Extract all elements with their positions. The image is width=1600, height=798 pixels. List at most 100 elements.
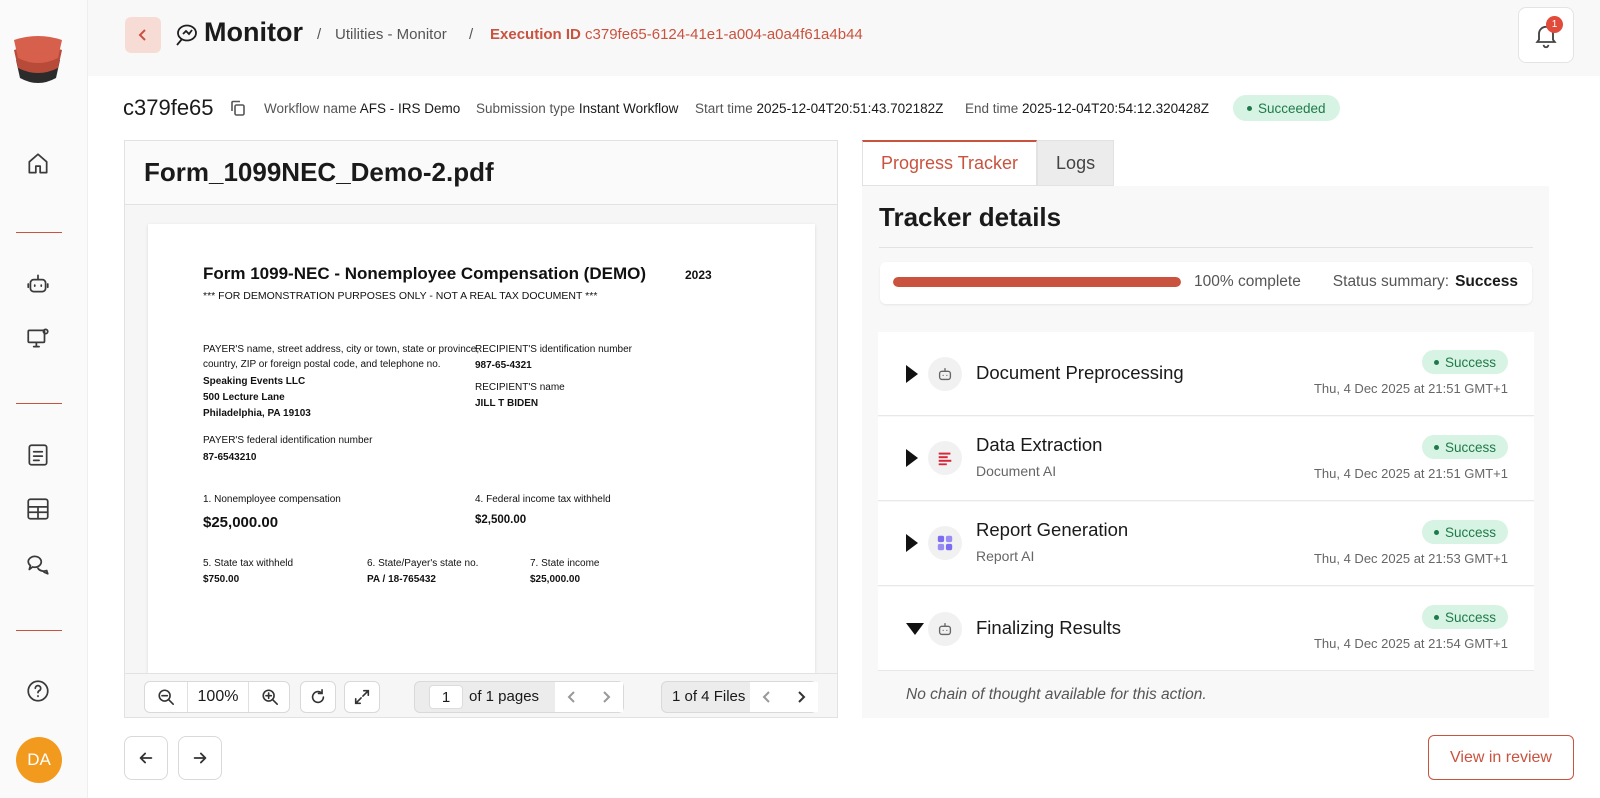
file-navigator: 1 of 4 Files: [661, 681, 818, 713]
next-button[interactable]: [178, 736, 222, 780]
box4-value: $2,500.00: [475, 514, 527, 526]
avatar[interactable]: DA: [16, 737, 62, 783]
fullscreen-button[interactable]: [344, 681, 380, 713]
status-badge: Succeeded: [1233, 95, 1340, 121]
tab-progress-tracker[interactable]: Progress Tracker: [862, 140, 1038, 186]
app-logo[interactable]: [10, 30, 66, 88]
back-button[interactable]: [125, 17, 161, 53]
workflow-name-label: Workflow name: [264, 101, 357, 116]
status-summary-value: Success: [1455, 273, 1518, 290]
tracker-step-finalizing-results[interactable]: Finalizing Results Success Thu, 4 Dec 20…: [878, 587, 1534, 671]
start-time-label: Start time: [695, 101, 753, 116]
home-icon[interactable]: [22, 148, 54, 180]
breadcrumb-separator: /: [469, 26, 474, 43]
tracker-step-report-generation[interactable]: Report Generation Report AI Success Thu,…: [878, 502, 1534, 586]
page-title: Monitor: [204, 17, 303, 47]
bot-icon[interactable]: [22, 268, 54, 300]
bot-icon: [928, 357, 962, 391]
step-status-badge: Success: [1421, 350, 1508, 374]
chat-icon[interactable]: [22, 548, 54, 580]
breadcrumb-separator: /: [317, 26, 322, 43]
payer-name: Speaking Events LLC: [203, 376, 306, 387]
zoom-level: 100%: [187, 682, 249, 712]
prev-page-button[interactable]: [555, 682, 589, 712]
zoom-out-button[interactable]: [145, 682, 187, 712]
submission-type-label: Submission type: [476, 101, 576, 116]
start-time-value: 2025-12-04T20:51:43.702182Z: [756, 101, 944, 116]
step-status-badge: Success: [1421, 605, 1508, 629]
caret-right-icon[interactable]: [906, 449, 918, 467]
report-ai-icon: [928, 526, 962, 560]
caret-down-icon[interactable]: [906, 623, 924, 635]
box1-label: 1. Nonemployee compensation: [203, 494, 341, 505]
workflow-name-value: AFS - IRS Demo: [359, 101, 461, 116]
end-time: End time 2025-12-04T20:54:12.320428Z: [965, 101, 1209, 116]
tracker-divider: [879, 247, 1533, 248]
prev-file-button[interactable]: [750, 682, 784, 712]
payer-fed-label: PAYER'S federal identification number: [203, 435, 373, 446]
previous-button[interactable]: [124, 736, 168, 780]
step-status-label: Success: [1444, 354, 1496, 370]
caret-right-icon[interactable]: [906, 365, 918, 383]
tracker-panel: Tracker details 100% complete Status sum…: [862, 186, 1549, 718]
notification-badge: 1: [1546, 16, 1563, 33]
rotate-button[interactable]: [300, 681, 336, 713]
sidebar: DA: [0, 0, 88, 798]
tab-logs[interactable]: Logs: [1037, 140, 1115, 186]
zoom-in-icon: [262, 689, 279, 706]
pdf-page[interactable]: Form 1099-NEC - Nonemployee Compensation…: [148, 224, 815, 674]
pdf-year: 2023: [685, 268, 712, 282]
zoom-in-button[interactable]: [249, 682, 291, 712]
notifications-button[interactable]: 1: [1518, 7, 1574, 63]
document-icon[interactable]: [22, 439, 54, 471]
document-ai-icon: [928, 441, 962, 475]
tracker-step-data-extraction[interactable]: Data Extraction Document AI Success Thu,…: [878, 417, 1534, 501]
caret-right-icon[interactable]: [906, 534, 918, 552]
expand-icon: [354, 689, 370, 705]
step-status-badge: Success: [1421, 435, 1508, 459]
panel-tabs: Progress Tracker Logs: [862, 140, 1115, 186]
nav-divider: [16, 630, 62, 631]
chevron-left-icon: [138, 29, 146, 41]
end-time-label: End time: [965, 101, 1019, 116]
status-summary-label: Status summary:: [1332, 273, 1450, 290]
pdf-disclaimer: *** FOR DEMONSTRATION PURPOSES ONLY - NO…: [203, 290, 598, 302]
table-icon[interactable]: [22, 493, 54, 525]
status-summary: Status summary: Success: [1333, 273, 1518, 291]
status-dot: [1433, 529, 1439, 535]
next-page-button[interactable]: [589, 682, 623, 712]
box6-label: 6. State/Payer's state no.: [367, 558, 479, 569]
page-number-input[interactable]: [429, 685, 463, 709]
footer-bar: View in review: [88, 718, 1600, 798]
recipient-id: 987-65-4321: [475, 360, 532, 371]
payer-street: 500 Lecture Lane: [203, 392, 285, 403]
breadcrumb-current: Execution ID c379fe65-6124-41e1-a004-a0a…: [490, 26, 863, 43]
end-time-value: 2025-12-04T20:54:12.320428Z: [1022, 101, 1209, 116]
progress-card: 100% complete Status summary: Success: [880, 262, 1532, 304]
monitor-icon: [173, 22, 199, 48]
view-in-review-button[interactable]: View in review: [1428, 735, 1574, 780]
arrow-right-icon: [193, 752, 207, 764]
status-badge-label: Succeeded: [1258, 100, 1326, 116]
pdf-title: Form 1099-NEC - Nonemployee Compensation…: [203, 264, 647, 283]
bot-icon: [928, 612, 962, 646]
submission-type: Submission type Instant Workflow: [476, 101, 678, 116]
zoom-out-icon: [158, 689, 175, 706]
tracker-step-document-preprocessing[interactable]: Document Preprocessing Success Thu, 4 De…: [878, 332, 1534, 416]
breadcrumb-parent[interactable]: Utilities - Monitor: [335, 26, 447, 43]
box6-value: PA / 18-765432: [367, 574, 436, 585]
monitor-settings-icon[interactable]: [22, 322, 54, 354]
breadcrumb-current-value: c379fe65-6124-41e1-a004-a0a4f61a4b44: [585, 26, 863, 43]
copy-icon[interactable]: [229, 99, 247, 117]
header: Monitor / Utilities - Monitor / Executio…: [88, 0, 1600, 76]
step-status-label: Success: [1444, 439, 1496, 455]
help-icon[interactable]: [22, 675, 54, 707]
next-file-button[interactable]: [784, 682, 818, 712]
step-name: Report Generation: [976, 519, 1129, 540]
step-name: Data Extraction: [976, 434, 1103, 455]
chevron-left-icon: [762, 691, 770, 703]
progress-bar-fill: [893, 277, 1181, 287]
step-time: Thu, 4 Dec 2025 at 21:51 GMT+1: [1313, 381, 1508, 396]
box7-value: $25,000.00: [530, 574, 581, 585]
zoom-controls: 100%: [144, 681, 290, 713]
